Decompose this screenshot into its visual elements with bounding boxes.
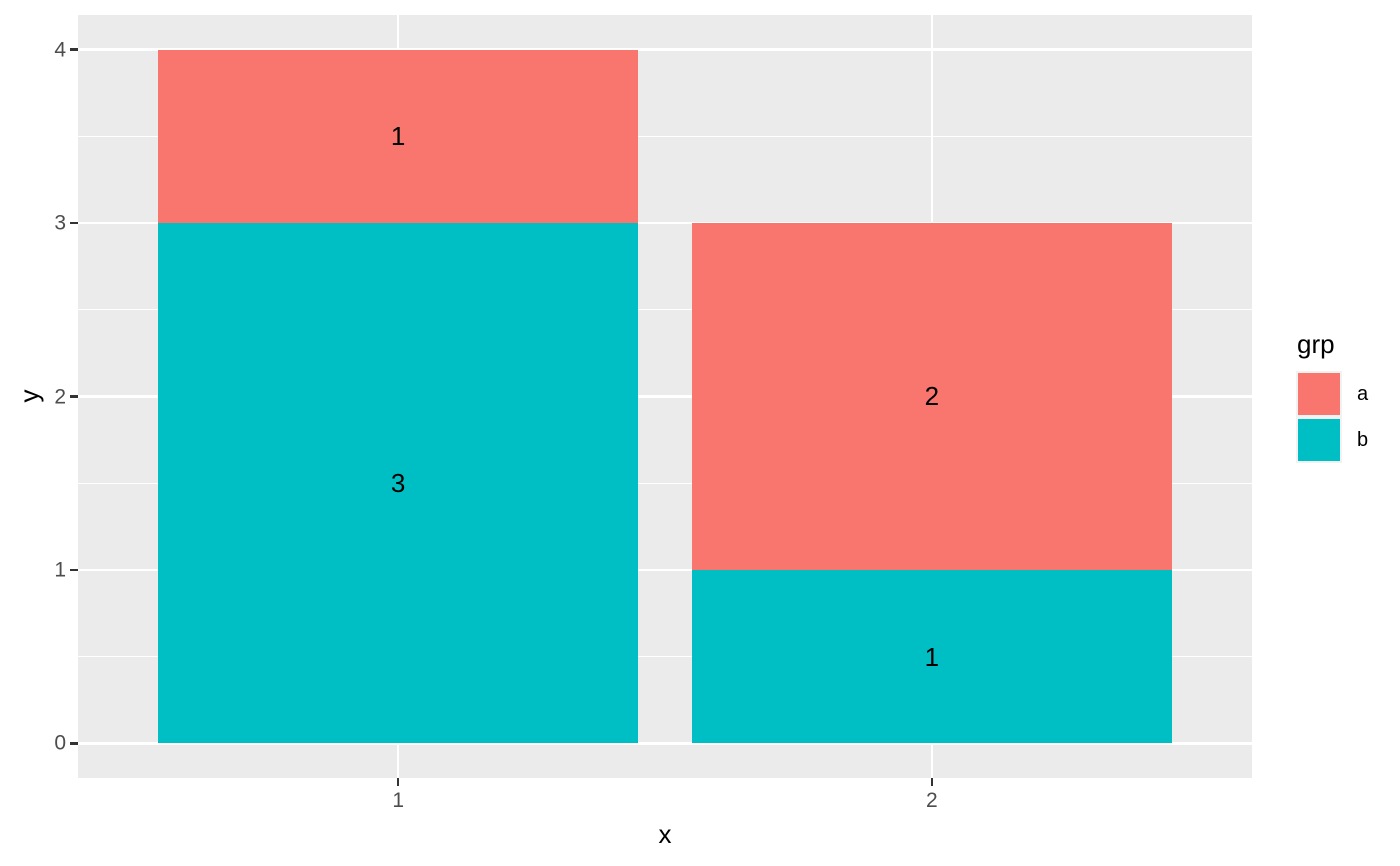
bar-value-label: 1 bbox=[390, 121, 406, 152]
y-axis-tick-label: 2 bbox=[54, 385, 66, 408]
gridline-major-horizontal bbox=[78, 48, 1252, 51]
bar-segment-b-x2: 1 bbox=[691, 569, 1172, 744]
y-axis-tick-mark bbox=[70, 568, 78, 572]
x-axis-tick-label: 2 bbox=[925, 789, 938, 812]
x-axis-title: x bbox=[658, 819, 672, 849]
gridline-minor-horizontal bbox=[78, 309, 1252, 311]
x-axis-tick-mark bbox=[930, 778, 934, 786]
y-axis-tick-label: 3 bbox=[54, 211, 66, 235]
y-axis-tick-label: 0 bbox=[54, 731, 66, 755]
y-axis-tick-label: 1 bbox=[54, 558, 66, 582]
gridline-major-horizontal bbox=[78, 395, 1252, 398]
legend-key-a bbox=[1296, 371, 1342, 418]
legend-title: grp bbox=[1297, 329, 1335, 359]
gridline-minor-horizontal bbox=[78, 655, 1252, 658]
x-axis-tick-label: 1 bbox=[392, 789, 405, 812]
bar-value-label: 3 bbox=[390, 468, 406, 499]
bar-segment-a-x1: 1 bbox=[158, 49, 639, 224]
bar-value-label: 1 bbox=[924, 641, 940, 672]
legend-label-b: b bbox=[1357, 429, 1369, 452]
bar-value-label: 2 bbox=[924, 381, 940, 412]
plot-panel: 3 1 1 2 bbox=[78, 15, 1252, 778]
y-axis-tick-mark bbox=[70, 221, 78, 225]
legend: grp a b bbox=[1296, 329, 1369, 464]
y-axis-tick-mark bbox=[70, 395, 78, 398]
legend-entry-a: a bbox=[1296, 371, 1369, 418]
gridline-major-horizontal bbox=[78, 742, 1252, 745]
gridline-minor-horizontal bbox=[78, 482, 1252, 484]
y-axis-tick-label: 4 bbox=[54, 38, 66, 62]
legend-label-a: a bbox=[1357, 383, 1369, 406]
gridline-major-horizontal bbox=[78, 568, 1252, 572]
x-axis-tick-mark bbox=[396, 778, 400, 786]
legend-key-b bbox=[1296, 417, 1342, 464]
legend-entry-b: b bbox=[1296, 417, 1369, 464]
gridline-minor-horizontal bbox=[78, 135, 1252, 138]
y-axis-tick-mark bbox=[70, 742, 78, 745]
gridline-major-horizontal bbox=[78, 221, 1252, 225]
bar-segment-a-x2: 2 bbox=[691, 223, 1172, 570]
legend-swatch-b-icon bbox=[1298, 419, 1340, 462]
bar-segment-b-x1: 3 bbox=[158, 223, 639, 744]
legend-swatch-a-icon bbox=[1298, 373, 1340, 416]
y-axis-tick-mark bbox=[70, 48, 78, 51]
